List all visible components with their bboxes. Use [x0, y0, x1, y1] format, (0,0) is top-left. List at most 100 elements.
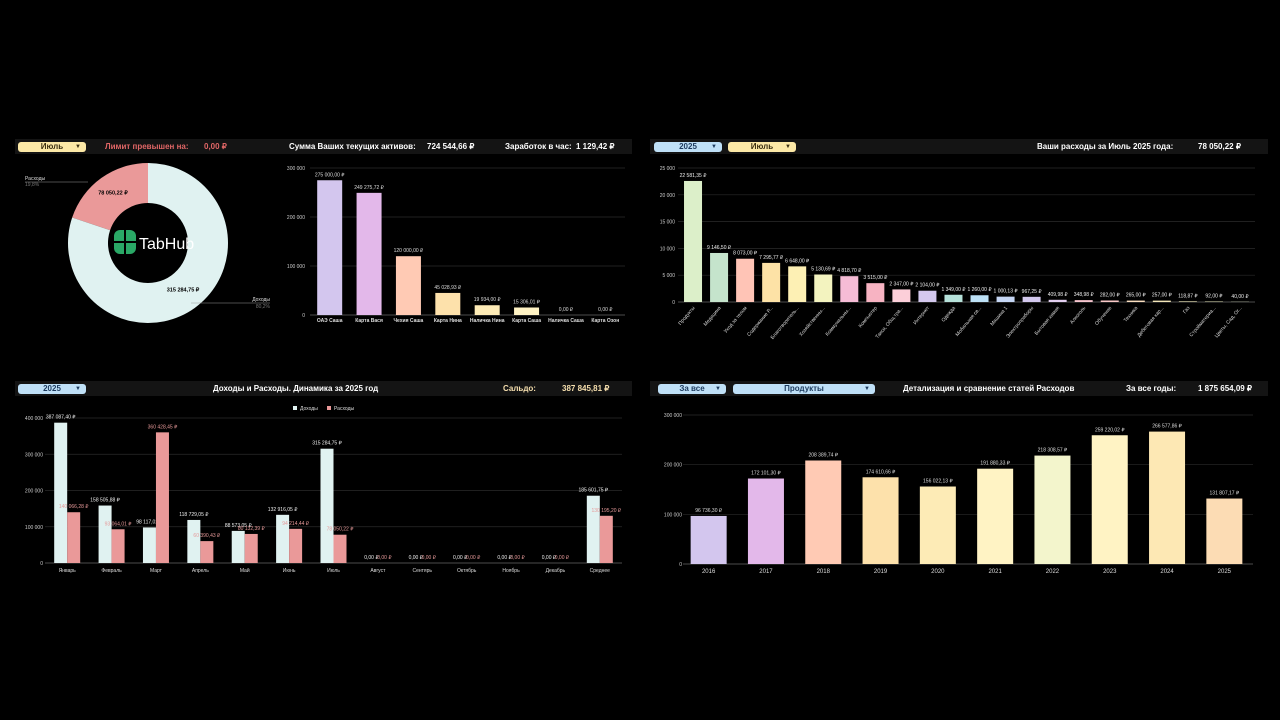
month-dropdown[interactable]: Июль ▼ [728, 142, 796, 152]
bar-6 [1034, 455, 1071, 564]
legend-label: Расходы [334, 406, 354, 412]
month-dropdown-value: Июль [750, 142, 774, 151]
bar-value-label: 140 066,28 ₽ [59, 504, 89, 510]
month-dropdown-value: Июль [40, 142, 64, 151]
y-tick-label: 100 000 [25, 525, 43, 531]
limit-label: Лимит превышен на: [105, 142, 189, 151]
category-dropdown-value: Продукты [784, 384, 824, 393]
tabhub-logo: TabHub [114, 230, 194, 254]
bar-value-label: 9 146,50 ₽ [707, 245, 732, 251]
bar-4 [788, 266, 807, 302]
bar-value-label: 2 347,00 ₽ [889, 281, 914, 287]
year-dropdown-value: 2025 [43, 384, 61, 393]
bar-1 [710, 252, 729, 302]
month-dropdown[interactable]: Июль ▼ [18, 142, 86, 152]
bar-06 [320, 448, 334, 563]
bar-7 [1091, 435, 1128, 564]
year-dropdown-value: 2025 [679, 142, 697, 151]
bar-value-label: 348,98 ₽ [1074, 292, 1095, 298]
x-tick-label: Наличка Нина [470, 318, 505, 324]
bar-value-label: 208 389,74 ₽ [808, 452, 838, 458]
assets-value: 724 544,66 ₽ [427, 142, 475, 151]
bar-value-label: 22 581,35 ₽ [680, 173, 708, 179]
bar-1 [747, 478, 784, 564]
bar-value-label: 118,87 ₽ [1178, 293, 1198, 299]
x-tick-label: Май [240, 567, 250, 574]
legend-swatch [293, 406, 297, 410]
period-dropdown[interactable]: За все ▼ [658, 384, 726, 394]
y-tick-label: 10 000 [660, 246, 676, 252]
y-tick-label: 300 000 [287, 166, 305, 172]
bar-7 [866, 283, 885, 302]
bar-value-label: 158 505,88 ₽ [90, 498, 120, 504]
x-tick-label: Чехия Саша [394, 318, 424, 324]
year-dropdown[interactable]: 2025 ▼ [654, 142, 722, 152]
bar-value-label: 249 275,72 ₽ [354, 185, 384, 191]
x-tick-label: Июль [327, 568, 340, 574]
x-tick-label: ОАЭ Саша [317, 318, 343, 324]
bar-2 [395, 256, 421, 315]
bar-5 [814, 274, 833, 302]
bar-value-label: 387 087,40 ₽ [46, 415, 76, 421]
bar-value-label: 19 934,00 ₽ [474, 297, 502, 303]
bar-8 [1149, 431, 1186, 564]
dropdown-arrow-icon: ▼ [785, 144, 791, 150]
bar-value-label: 0,00 ₽ [559, 307, 574, 313]
bar-13 [1022, 296, 1041, 302]
bar-3 [762, 262, 781, 302]
bar-0 [317, 180, 343, 315]
saldo-value: 387 845,81 ₽ [562, 384, 610, 393]
y-tick-label: 0 [672, 300, 675, 306]
bar-2 [805, 460, 842, 564]
bar-15 [289, 528, 303, 563]
bar-012 [586, 495, 600, 563]
saldo-label: Сальдо: [503, 384, 536, 393]
x-tick-label: 2018 [817, 569, 831, 575]
expenses-header-bar [650, 139, 1268, 154]
bar-value-label: 218 308,57 ₽ [1038, 448, 1068, 454]
category-dropdown[interactable]: Продукты ▼ [733, 384, 875, 394]
bar-11 [970, 295, 989, 302]
bar-16 [333, 534, 347, 563]
dropdown-arrow-icon: ▼ [864, 386, 870, 392]
bar-14 [1048, 299, 1067, 302]
bar-value-label: 0,00 ₽ [377, 555, 392, 561]
y-tick-label: 200 000 [664, 463, 682, 469]
bar-value-label: 266 577,86 ₽ [1152, 424, 1182, 430]
bar-6 [840, 276, 859, 302]
x-tick-label: 2019 [874, 569, 888, 575]
bar-19 [1178, 301, 1197, 302]
assets-header-bar [15, 139, 632, 154]
bar-11 [111, 529, 125, 563]
x-tick-label: Август [370, 568, 386, 574]
bar-value-label: 0,00 ₽ [510, 555, 525, 561]
y-tick-label: 25 000 [660, 166, 676, 172]
bar-value-label: 172 101,30 ₽ [751, 471, 781, 477]
legend-label: Доходы [300, 406, 318, 412]
bar-01 [98, 505, 112, 563]
x-tick-label: Газ [1182, 305, 1192, 315]
dynamics-header-bar [15, 381, 632, 396]
bar-value-label: 1 260,00 ₽ [967, 287, 992, 293]
x-tick-label: Карта Озон [591, 318, 619, 324]
bar-value-label: 96 736,30 ₽ [695, 508, 723, 514]
x-tick-label: 2022 [1046, 569, 1060, 575]
detail-title: Детализация и сравнение статей Расходов [903, 384, 1075, 393]
bar-value-label: 257,00 ₽ [1152, 293, 1173, 299]
legend-swatch [327, 406, 331, 410]
bar-9 [918, 290, 937, 302]
y-tick-label: 0 [302, 313, 305, 319]
bar-value-label: 120 000,00 ₽ [394, 248, 424, 254]
x-tick-label: 2016 [702, 569, 716, 575]
bar-10 [944, 294, 963, 302]
y-tick-label: 400 000 [25, 416, 43, 422]
bar-value-label: 156 022,13 ₽ [923, 479, 953, 485]
bar-9 [1206, 498, 1243, 564]
y-tick-label: 100 000 [664, 512, 682, 518]
bar-value-label: 45 028,93 ₽ [434, 285, 462, 291]
year-dropdown[interactable]: 2025 ▼ [18, 384, 86, 394]
bar-3 [862, 477, 899, 564]
dropdown-arrow-icon: ▼ [75, 386, 81, 392]
